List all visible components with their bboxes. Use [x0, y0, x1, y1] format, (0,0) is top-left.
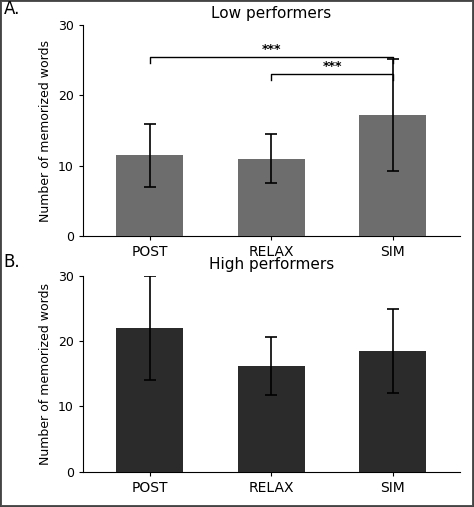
Text: B.: B. [4, 253, 20, 271]
Title: High performers: High performers [209, 258, 334, 272]
Bar [359, 351, 426, 472]
Text: A.: A. [4, 0, 20, 18]
Bar [238, 159, 305, 236]
Title: Low performers: Low performers [211, 7, 331, 21]
Y-axis label: Number of memorized words: Number of memorized words [39, 40, 53, 222]
Bar [117, 329, 183, 472]
Bar [359, 115, 426, 236]
Bar [117, 155, 183, 236]
Text: ***: *** [322, 60, 342, 73]
Bar [238, 366, 305, 472]
Text: ***: *** [262, 43, 281, 55]
Y-axis label: Number of memorized words: Number of memorized words [39, 283, 53, 465]
